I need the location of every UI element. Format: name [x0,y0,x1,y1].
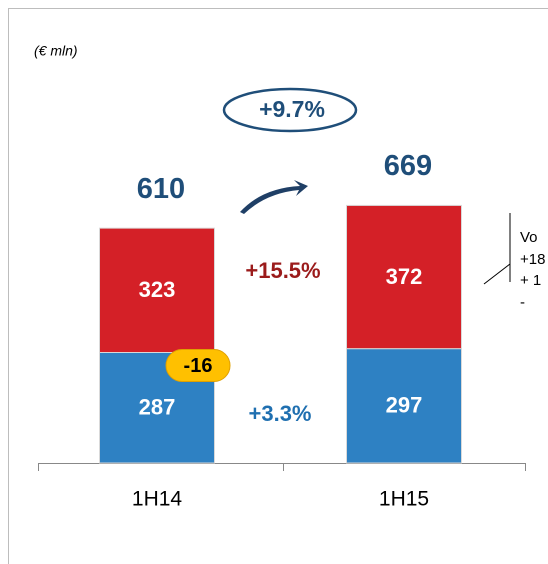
total-label: 610 [137,173,185,205]
callout-text: Vo [520,229,538,246]
bar-segment [346,204,462,350]
total-label: 669 [384,150,432,182]
growth-ellipse [222,87,358,133]
x-tick-label: 1H14 [132,488,183,511]
total-growth: +9.7% [259,96,325,122]
arrow [240,180,308,214]
adjustment-badge [165,349,231,383]
callout-connector [483,263,511,285]
segment-label: 287 [139,395,176,420]
bar-segment [99,227,215,354]
bar-segment [346,348,462,464]
segment-label: 372 [386,264,423,289]
callout-text: +18 [520,251,545,268]
adjustment-label: -16 [184,355,213,377]
x-tick-label: 1H15 [379,488,429,511]
callout-text: + 1 [520,272,541,289]
unit-note: (€ mln) [34,43,78,59]
series-growth: +15.5% [245,258,320,283]
series-growth: +3.3% [249,401,312,426]
segment-label: 297 [386,393,423,418]
callout-text: - [520,294,525,311]
segment-label: 323 [139,277,176,302]
